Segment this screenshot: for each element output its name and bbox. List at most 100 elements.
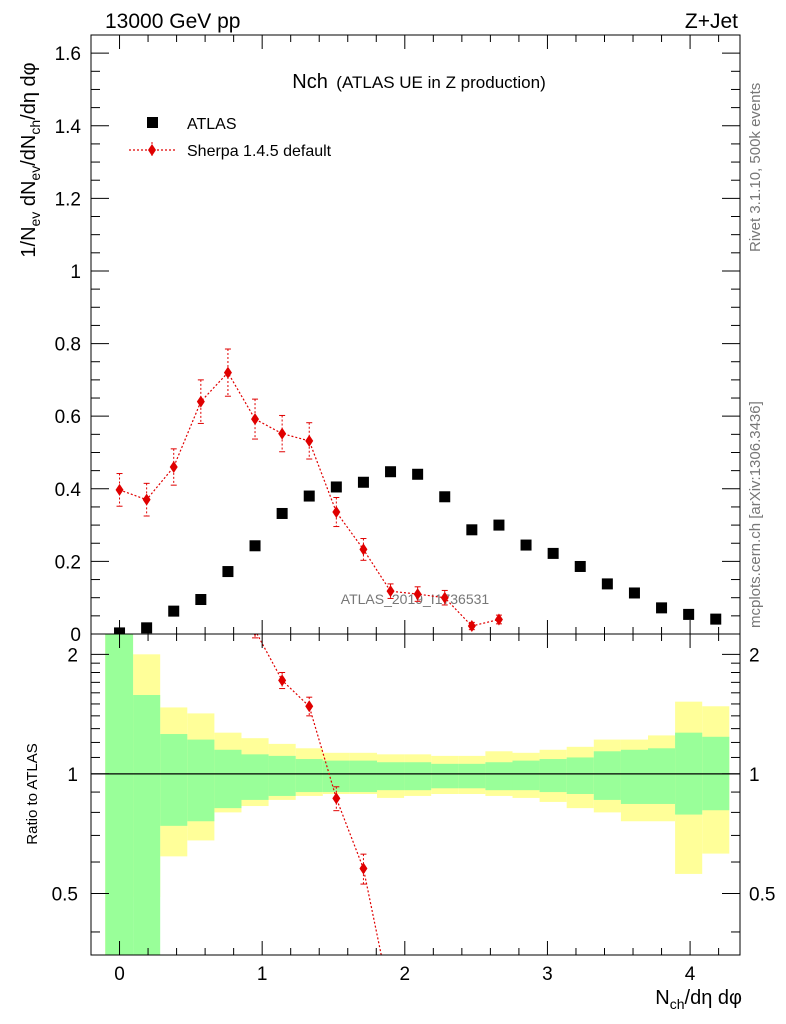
ratio-sherpa-point [278, 674, 287, 687]
sherpa-point [332, 506, 341, 519]
green-band-bin [458, 763, 486, 789]
atlas-point [276, 507, 288, 519]
atlas-point [303, 490, 315, 502]
legend: ATLAS Sherpa 1.4.5 default [129, 116, 332, 160]
green-band-bin [214, 749, 242, 809]
legend-sherpa-marker [148, 144, 156, 156]
ratio-y-tick-label: 2 [67, 645, 78, 666]
sherpa-point [386, 585, 395, 598]
top-y-tick-label: 0 [70, 625, 81, 646]
top-y-tick-label: 1.6 [55, 44, 81, 65]
atlas-point [628, 587, 640, 599]
sherpa-point [169, 461, 178, 474]
sherpa-point [359, 543, 368, 556]
ratio-ylabel: Ratio to ATLAS [24, 743, 41, 844]
atlas-point [222, 566, 234, 578]
top-ylabel: 1/Nev dNev/dNch/dη dφ [18, 62, 43, 257]
rivet-label: Rivet 3.1.10, 500k events [747, 83, 764, 252]
top-y-tick-label: 0.4 [55, 480, 82, 501]
top-y-tick-label: 1 [70, 262, 81, 283]
atlas-point [574, 560, 586, 572]
atlas-point [466, 524, 478, 536]
chart-title: Nch (ATLAS UE in Z production) [292, 71, 545, 93]
green-band-bin [431, 763, 459, 789]
green-band-bin [241, 754, 269, 800]
atlas-point [385, 466, 397, 478]
green-band-bin [512, 760, 540, 791]
green-band-bin [404, 762, 432, 791]
atlas-point [357, 476, 369, 488]
title-main: Nch [292, 71, 328, 93]
atlas-point [249, 540, 261, 552]
ratio-sherpa-point [332, 792, 341, 805]
top-panel-plot [114, 348, 722, 634]
ratio-y-tick-label-right: 2 [749, 645, 760, 666]
x-tick-label: 3 [542, 964, 553, 985]
green-band-bin [620, 749, 648, 804]
energy-label: 13000 GeV pp [105, 10, 240, 33]
sherpa-point [440, 591, 449, 604]
atlas-point [547, 547, 559, 559]
axes: 0 1 2 3 4 0 0.2 0.4 0.6 0.8 1 1.2 1.4 1.6 0.5 0.5 1 1 2 2 [52, 34, 775, 985]
top-y-tick-label: 1.2 [55, 189, 81, 210]
sherpa-point [142, 493, 151, 506]
x-tick-label: 2 [400, 964, 411, 985]
legend-sherpa-label: Sherpa 1.4.5 default [187, 143, 332, 160]
atlas-point [195, 594, 207, 606]
ratio-sherpa-point [253, 634, 257, 637]
ratio-sherpa-point [359, 862, 368, 875]
sherpa-point [223, 366, 232, 379]
green-band-bin [485, 762, 513, 791]
top-y-tick-label: 0.8 [55, 335, 81, 356]
green-band-bin [160, 734, 188, 826]
sherpa-point [305, 434, 314, 447]
x-tick-label: 0 [114, 964, 125, 985]
sherpa-point [251, 413, 260, 426]
sherpa-point [467, 620, 476, 633]
x-tick-label: 4 [685, 964, 696, 985]
top-y-tick-label: 1.4 [55, 117, 82, 138]
green-band-bin [295, 759, 323, 793]
green-band-bin [647, 748, 676, 804]
green-band-bin [187, 739, 215, 822]
mcplots-label: mcplots.cern.ch [arXiv:1306.3436] [747, 401, 764, 628]
x-tick-label: 1 [257, 964, 268, 985]
ratio-sherpa-point [387, 994, 395, 1006]
green-band-bin [539, 759, 567, 793]
legend-atlas-marker [147, 117, 158, 128]
ratio-y-tick-label-right: 0.5 [749, 884, 775, 905]
atlas-point [168, 605, 180, 617]
sherpa-point [413, 588, 422, 601]
green-band-bin [376, 762, 405, 791]
green-band-bin [133, 694, 161, 955]
green-band-bin [566, 757, 594, 794]
xlabel: Nch/dη dφ [655, 987, 742, 1012]
green-band-bin [593, 751, 621, 800]
top-y-tick-label: 0.6 [55, 407, 81, 428]
ratio-panel-plot [252, 634, 395, 1006]
ratio-y-tick-label: 1 [67, 765, 78, 786]
atlas-point [330, 481, 342, 493]
title-sub: (ATLAS UE in Z production) [336, 73, 545, 92]
sherpa-point [494, 613, 503, 626]
atlas-point [439, 491, 451, 503]
atlas-point [520, 539, 532, 551]
green-band-bin [105, 634, 134, 955]
atlas-point [683, 608, 695, 620]
ratio-y-tick-label: 0.5 [52, 884, 78, 905]
green-band-bin [268, 755, 296, 796]
watermark: ATLAS_2019_I1736531 [341, 591, 490, 607]
atlas-point [656, 602, 668, 614]
sherpa-point [196, 395, 205, 408]
process-label: Z+Jet [685, 10, 738, 33]
watermark-group: ATLAS_2019_I1736531 [341, 591, 490, 607]
atlas-point [412, 468, 424, 480]
legend-atlas-label: ATLAS [187, 116, 237, 133]
sherpa-point [115, 483, 124, 496]
ratio-panel-frame [90, 633, 741, 956]
top-y-tick-label: 0.2 [55, 552, 81, 573]
ratio-sherpa-point [305, 700, 314, 713]
atlas-point [710, 613, 722, 625]
ratio-bands [91, 634, 740, 955]
